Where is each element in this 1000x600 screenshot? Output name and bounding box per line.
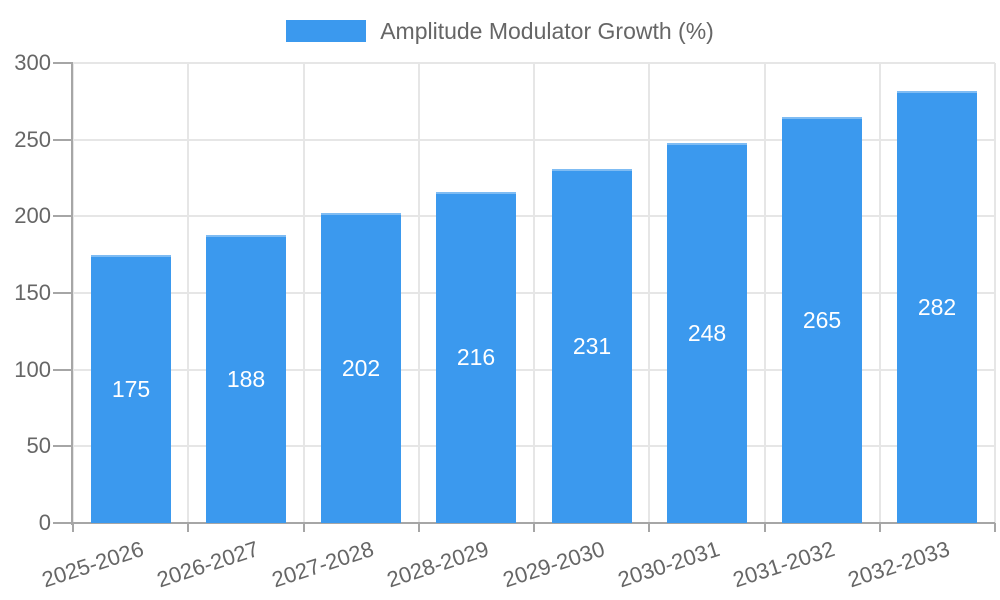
x-gridline xyxy=(879,63,881,523)
x-tick-mark xyxy=(994,523,996,532)
y-tick-label: 300 xyxy=(14,50,51,75)
bar xyxy=(552,169,632,523)
legend-swatch-icon xyxy=(286,20,367,42)
bar xyxy=(436,192,516,523)
x-tick-mark xyxy=(418,523,420,532)
bar-value-label: 265 xyxy=(802,307,842,333)
bar-value-label: 175 xyxy=(111,376,151,402)
x-tick-mark xyxy=(533,523,535,532)
x-axis-line xyxy=(71,522,995,524)
x-tick-label: 2031-2032 xyxy=(729,536,838,593)
y-tick-mark xyxy=(53,215,73,217)
bar xyxy=(206,235,286,523)
x-gridline xyxy=(764,63,766,523)
legend[interactable]: Amplitude Modulator Growth (%) xyxy=(0,18,1000,44)
bar-value-label: 216 xyxy=(456,344,496,370)
x-tick-label: 2027-2028 xyxy=(268,536,377,593)
x-gridline xyxy=(994,63,996,523)
y-tick-mark xyxy=(53,292,73,294)
x-tick-label: 2029-2030 xyxy=(499,536,608,593)
x-gridline xyxy=(72,63,74,523)
bar xyxy=(667,143,747,523)
y-tick-label: 50 xyxy=(26,433,51,458)
x-tick-label: 2028-2029 xyxy=(383,536,492,593)
y-tick-mark xyxy=(53,139,73,141)
y-tick-mark xyxy=(53,62,73,64)
bar xyxy=(897,91,977,523)
x-tick-label: 2032-2033 xyxy=(844,536,953,593)
x-tick-label: 2025-2026 xyxy=(38,536,147,593)
y-tick-mark xyxy=(53,369,73,371)
x-tick-mark xyxy=(303,523,305,532)
bar-value-label: 188 xyxy=(226,366,266,392)
bar xyxy=(782,117,862,523)
y-axis-line xyxy=(71,63,73,525)
bar xyxy=(91,255,171,523)
y-tick-label: 200 xyxy=(14,203,51,228)
bar-value-label: 202 xyxy=(341,355,381,381)
bar-value-label: 231 xyxy=(572,333,612,359)
x-tick-mark xyxy=(187,523,189,532)
bar-value-label: 282 xyxy=(917,294,957,320)
legend-label: Amplitude Modulator Growth (%) xyxy=(380,18,714,44)
x-gridline xyxy=(418,63,420,523)
x-tick-mark xyxy=(648,523,650,532)
y-tick-label: 0 xyxy=(38,510,51,535)
bar xyxy=(321,213,401,523)
bar-value-label: 248 xyxy=(687,320,727,346)
y-tick-mark xyxy=(53,522,73,524)
x-tick-mark xyxy=(764,523,766,532)
y-tick-label: 250 xyxy=(14,127,51,152)
x-gridline xyxy=(187,63,189,523)
x-gridline xyxy=(533,63,535,523)
x-tick-label: 2026-2027 xyxy=(153,536,262,593)
y-tick-label: 150 xyxy=(14,280,51,305)
y-tick-mark xyxy=(53,445,73,447)
x-tick-mark xyxy=(72,523,74,532)
x-tick-mark xyxy=(879,523,881,532)
x-gridline xyxy=(648,63,650,523)
x-gridline xyxy=(303,63,305,523)
y-tick-label: 100 xyxy=(14,357,51,382)
x-tick-label: 2030-2031 xyxy=(614,536,723,593)
